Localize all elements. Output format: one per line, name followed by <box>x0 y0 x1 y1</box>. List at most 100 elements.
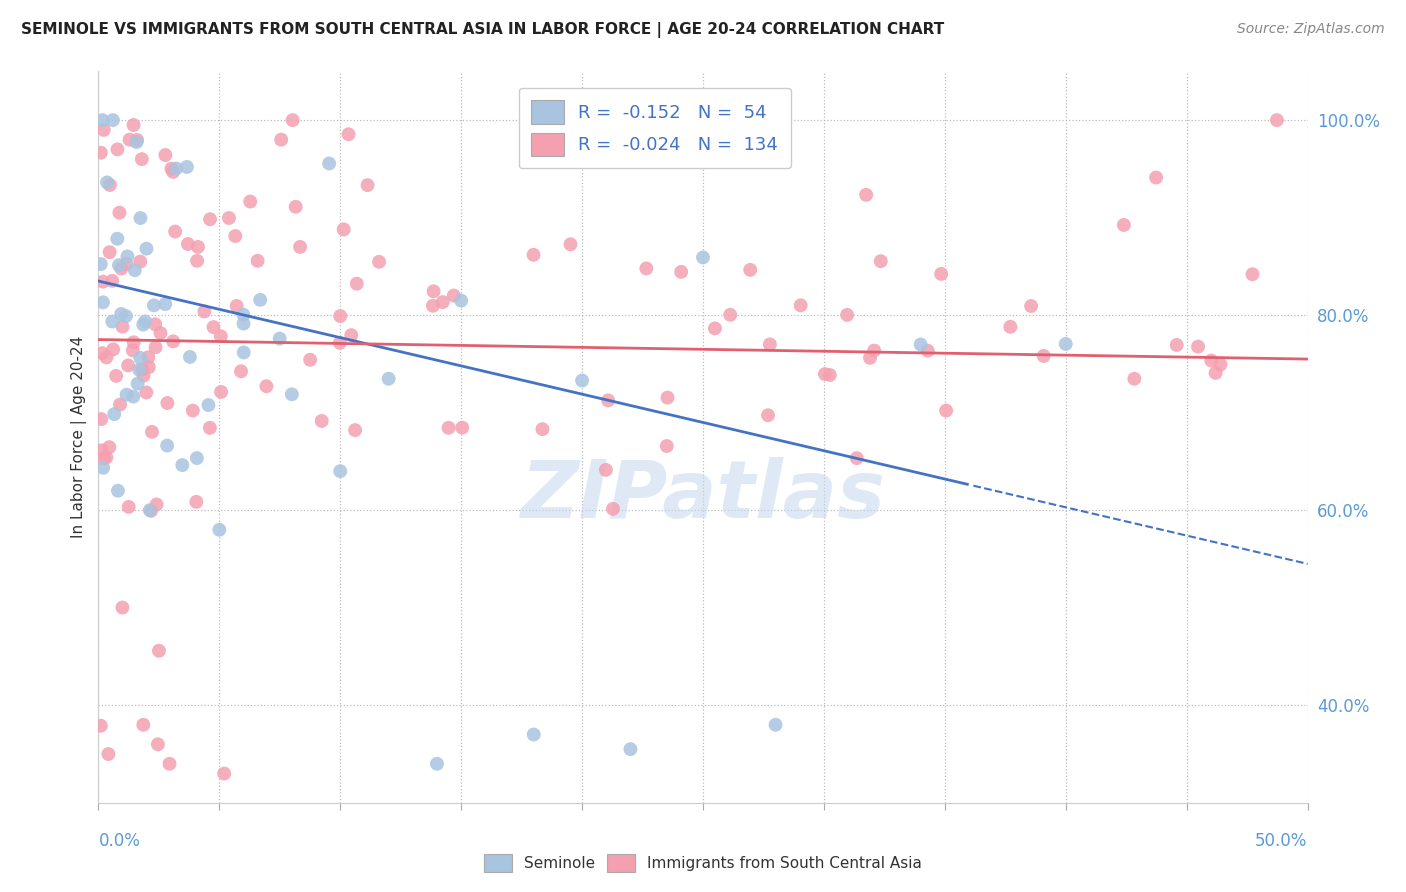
Y-axis label: In Labor Force | Age 20-24: In Labor Force | Age 20-24 <box>72 336 87 538</box>
Point <box>299 352 322 367</box>
Point <box>571 374 593 388</box>
Point <box>432 295 454 310</box>
Point <box>131 362 153 376</box>
Point <box>110 261 132 276</box>
Point <box>108 205 131 219</box>
Point <box>107 142 129 156</box>
Point <box>101 274 124 288</box>
Point <box>115 309 138 323</box>
Point <box>103 343 125 357</box>
Point <box>229 364 252 378</box>
Point <box>156 439 179 453</box>
Point <box>145 340 167 354</box>
Point <box>179 350 201 364</box>
Point <box>759 337 782 351</box>
Point <box>127 376 149 391</box>
Point <box>340 328 363 343</box>
Text: ZIPatlas: ZIPatlas <box>520 457 886 534</box>
Point <box>96 176 118 190</box>
Text: Source: ZipAtlas.com: Source: ZipAtlas.com <box>1237 22 1385 37</box>
Point <box>523 727 546 741</box>
Point <box>122 118 145 132</box>
Point <box>129 351 152 365</box>
Point <box>98 245 121 260</box>
Point <box>859 351 882 365</box>
Point <box>138 360 160 375</box>
Point <box>124 263 146 277</box>
Point <box>332 222 354 236</box>
Point <box>198 212 221 227</box>
Point <box>115 257 138 271</box>
Point <box>127 133 149 147</box>
Point <box>598 393 620 408</box>
Point <box>162 165 184 179</box>
Point <box>756 409 779 423</box>
Point <box>209 329 232 343</box>
Point <box>636 261 658 276</box>
Legend: Seminole, Immigrants from South Central Asia: Seminole, Immigrants from South Central … <box>477 846 929 880</box>
Point <box>115 387 138 401</box>
Point <box>125 135 148 149</box>
Point <box>143 318 166 332</box>
Point <box>148 644 170 658</box>
Point <box>1019 299 1042 313</box>
Point <box>145 498 167 512</box>
Point <box>657 391 679 405</box>
Point <box>96 351 118 365</box>
Point <box>377 372 399 386</box>
Point <box>855 187 877 202</box>
Point <box>209 384 232 399</box>
Point <box>186 495 208 509</box>
Point <box>91 275 114 289</box>
Point <box>90 412 112 426</box>
Point <box>142 298 165 312</box>
Point <box>1144 170 1167 185</box>
Point <box>108 258 131 272</box>
Point <box>329 464 352 478</box>
Point <box>177 237 200 252</box>
Point <box>110 307 132 321</box>
Point <box>910 337 932 351</box>
Point <box>146 737 169 751</box>
Point <box>329 335 352 350</box>
Point <box>1209 358 1232 372</box>
Point <box>91 346 114 360</box>
Point <box>122 335 145 350</box>
Point <box>128 363 150 377</box>
Point <box>129 211 152 225</box>
Point <box>249 293 271 307</box>
Point <box>181 403 204 417</box>
Point <box>1201 353 1223 368</box>
Point <box>138 350 160 364</box>
Point <box>765 718 787 732</box>
Point <box>917 343 939 358</box>
Point <box>703 321 725 335</box>
Point <box>121 343 143 358</box>
Point <box>155 148 177 162</box>
Legend: R =  -0.152   N =  54, R =  -0.024   N =  134: R = -0.152 N = 54, R = -0.024 N = 134 <box>519 87 790 169</box>
Point <box>1032 349 1054 363</box>
Point <box>422 285 444 299</box>
Point <box>318 156 340 170</box>
Point <box>869 254 891 268</box>
Point <box>602 501 624 516</box>
Point <box>117 359 139 373</box>
Point <box>1166 338 1188 352</box>
Point <box>186 253 208 268</box>
Point <box>284 200 307 214</box>
Point <box>197 398 219 412</box>
Point <box>96 450 118 465</box>
Point <box>437 421 460 435</box>
Point <box>560 237 582 252</box>
Point <box>1000 319 1022 334</box>
Point <box>718 308 741 322</box>
Point <box>111 600 134 615</box>
Point <box>337 128 360 142</box>
Point <box>246 253 269 268</box>
Point <box>90 443 112 458</box>
Point <box>426 756 449 771</box>
Point <box>269 332 291 346</box>
Point <box>101 314 124 328</box>
Point <box>692 251 714 265</box>
Point <box>281 113 304 128</box>
